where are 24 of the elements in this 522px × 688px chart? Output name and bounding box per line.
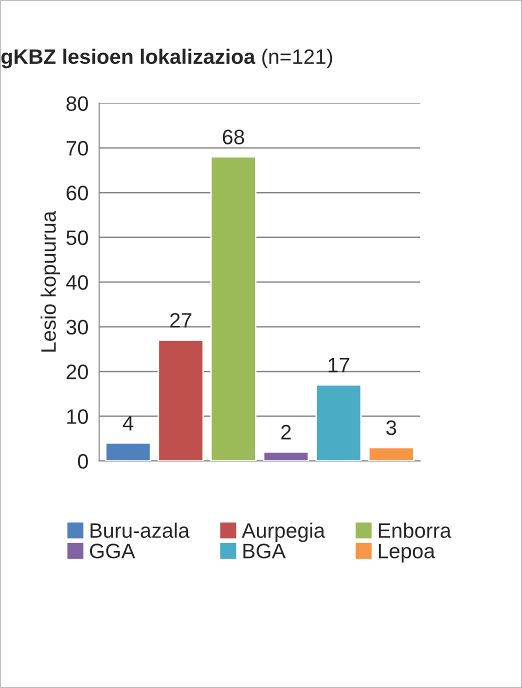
chart-title: gKBZ lesioen lokalizazioa [1,48,256,68]
data-label: 17 [328,358,350,372]
data-label: 3 [386,420,396,436]
y-tick-label: 40 [66,275,88,290]
legend-label: Aurpegia [242,522,326,542]
data-label: 27 [170,313,192,328]
y-tick-label: 0 [78,454,88,469]
y-tick-label: 60 [66,186,88,200]
y-tick-label: 10 [67,409,88,424]
y-tick-label: 70 [66,140,88,156]
y-axis-title: Lesio kopuurua [40,210,60,352]
legend-label: Enborra [378,522,452,538]
legend-label: Lepoa [378,544,436,563]
data-label: 4 [122,416,134,430]
y-tick-label: 50 [66,230,88,246]
data-label: 2 [281,424,291,440]
y-tick-label: 30 [66,320,88,335]
y-tick-label: 20 [66,364,88,380]
legend-label: BGA [243,544,286,558]
legend-label: GGA [90,544,136,558]
chart-subtitle: (n=121) [262,48,332,68]
y-tick-label: 80 [66,96,88,111]
legend-label: Buru-azala [90,522,190,538]
data-label: 68 [222,130,244,144]
